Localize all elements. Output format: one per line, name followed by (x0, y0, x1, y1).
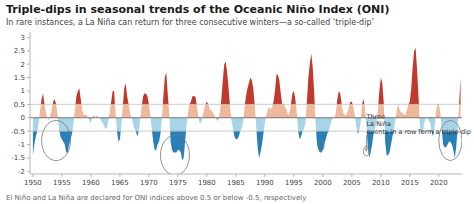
x-tick (235, 174, 236, 177)
oni-area (33, 48, 461, 104)
y-tick (27, 50, 30, 51)
y-axis-line (30, 32, 31, 174)
x-tick-label: 1975 (169, 179, 187, 187)
x-tick-label: 2020 (430, 179, 448, 187)
reference-line (30, 104, 462, 105)
x-tick (32, 174, 33, 177)
annotation: ThreeLa Niñaevents in a row form a tripl… (365, 113, 471, 136)
highlight-ellipse (318, 141, 324, 150)
highlight-ellipse (439, 120, 462, 160)
y-tick (27, 64, 30, 65)
x-tick (90, 174, 91, 177)
plot-area (30, 48, 462, 174)
x-tick (293, 174, 294, 177)
x-tick-label: 1990 (256, 179, 274, 187)
x-tick (206, 174, 207, 177)
x-tick (322, 174, 323, 177)
y-tick (27, 90, 30, 91)
y-tick-label: 3 (21, 34, 25, 42)
y-tick-label: 2.5 (14, 47, 25, 55)
oni-area (33, 104, 461, 117)
y-tick (27, 144, 30, 145)
x-tick-label: 2010 (372, 179, 390, 187)
x-tick-label: 2015 (401, 179, 419, 187)
x-tick-label: 1960 (82, 179, 100, 187)
x-tick (264, 174, 265, 177)
y-tick (27, 157, 30, 158)
chart: Triple-dips in seasonal trends of the Oc… (0, 0, 474, 204)
x-tick (177, 174, 178, 177)
footer: El Niño and La Niña are declared for ONI… (6, 194, 306, 202)
x-tick-label: 2000 (314, 179, 332, 187)
y-tick (27, 171, 30, 172)
x-tick-label: 2005 (343, 179, 361, 187)
y-tick-label: 1.5 (14, 74, 25, 82)
x-tick (119, 174, 120, 177)
x-tick (409, 174, 410, 177)
y-tick-label: -2 (18, 168, 25, 176)
y-tick (27, 104, 30, 105)
y-tick-label: 2 (21, 61, 25, 69)
y-tick-label: -1 (18, 141, 25, 149)
x-tick (148, 174, 149, 177)
title: Triple-dips in seasonal trends of the Oc… (6, 3, 389, 16)
x-tick (438, 174, 439, 177)
y-tick (27, 37, 30, 38)
y-tick-label: 1 (21, 87, 25, 95)
x-tick-label: 1955 (53, 179, 71, 187)
y-tick (27, 77, 30, 78)
x-tick (351, 174, 352, 177)
x-tick (380, 174, 381, 177)
y-tick-label: -0.5 (11, 128, 25, 136)
highlight-ellipse (160, 135, 189, 174)
y-tick-label: -1.5 (11, 154, 25, 162)
x-tick-label: 1985 (227, 179, 245, 187)
x-tick-label: 1950 (24, 179, 42, 187)
x-tick-label: 1980 (198, 179, 216, 187)
x-axis-line (30, 174, 462, 175)
annotation-arrow (366, 135, 367, 151)
y-tick-label: 0 (21, 114, 25, 122)
y-tick (27, 131, 30, 132)
y-tick-label: 0.5 (14, 101, 25, 109)
x-tick-label: 1995 (285, 179, 303, 187)
axes: -2 -1.5 -1 -0.5 0 0.5 1 1.5 2 2.5 3 1950 1955 1960 196… (11, 32, 462, 187)
x-tick-label: 1970 (140, 179, 158, 187)
x-tick-label: 1965 (111, 179, 129, 187)
y-tick (27, 117, 30, 118)
reference-line (30, 117, 462, 118)
subtitle: In rare instances, a La Niña can return … (6, 18, 374, 27)
highlight-ellipse (42, 120, 71, 160)
x-tick (61, 174, 62, 177)
